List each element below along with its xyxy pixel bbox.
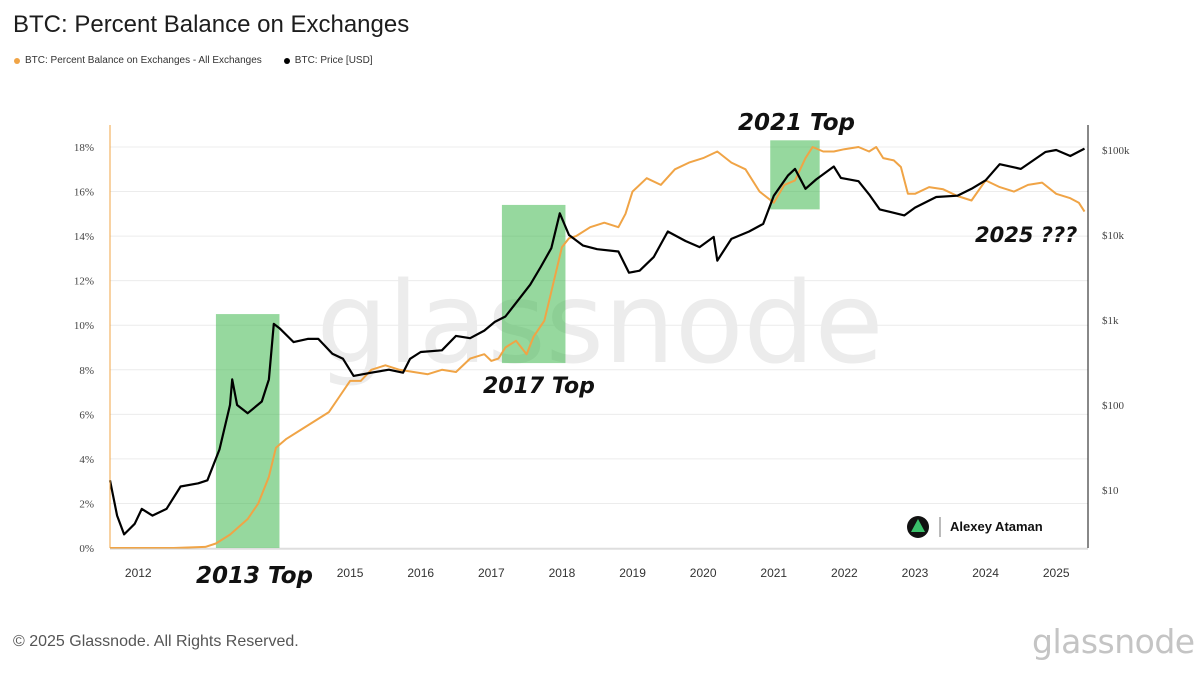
author-name: Alexey Ataman	[950, 519, 1043, 534]
series-line-exchange-balance	[110, 146, 1086, 549]
x-tick-label: 2021	[760, 566, 787, 580]
y-left-tick-label: 14%	[74, 231, 94, 243]
annotation-2013-top: 2013 Top	[196, 563, 313, 589]
y-right-tick-label: $1k	[1102, 315, 1119, 327]
y-left-tick-label: 12%	[74, 276, 94, 288]
chart-title: BTC: Percent Balance on Exchanges	[13, 11, 410, 38]
y-right-tick-label: $10k	[1102, 230, 1125, 242]
x-tick-label: 2015	[337, 566, 364, 580]
y-right-tick-label: $100k	[1102, 145, 1130, 157]
y-left-tick-label: 0%	[79, 543, 94, 555]
y-right-tick-label: $10	[1102, 485, 1119, 497]
legend-item-exchange-balance[interactable]: BTC: Percent Balance on Exchanges - All …	[14, 55, 262, 66]
x-tick-label: 2012	[125, 566, 152, 580]
x-tick-label: 2023	[902, 566, 929, 580]
x-tick-label: 2019	[619, 566, 646, 580]
x-tick-label: 2024	[972, 566, 999, 580]
y-left-tick-label: 6%	[79, 409, 94, 421]
series-line-btc-price	[108, 147, 1086, 536]
legend-marker-exchange-balance	[14, 57, 20, 64]
series-lines	[108, 146, 1086, 549]
annotation-2025: 2025 ???	[975, 223, 1077, 247]
x-tick-label: 2017	[478, 566, 505, 580]
legend-item-price[interactable]: BTC: Price [USD]	[283, 55, 373, 66]
y-left-tick-label: 18%	[74, 142, 94, 154]
y-left-tick-label: 8%	[79, 365, 94, 377]
x-tick-label: 2018	[549, 566, 576, 580]
highlight-regions	[215, 140, 820, 548]
x-tick-label: 2025	[1043, 566, 1070, 580]
y-left-tick-label: 4%	[79, 454, 94, 466]
y-axis-left: 0% 2% 4% 6% 8% 10% 12% 14% 16% 18%	[74, 142, 94, 555]
y-axis-right: $10 $100 $1k $10k $100k	[1102, 145, 1130, 497]
x-axis: 2012 2015 2016 2017 2018 2019 2020 2021 2022 2023…	[125, 566, 1070, 580]
brand-logo-text: glassnode	[1032, 622, 1195, 661]
legend: BTC: Percent Balance on Exchanges - All …	[14, 55, 373, 66]
highlight-region-2021-top	[770, 140, 820, 210]
x-tick-label: 2020	[690, 566, 717, 580]
legend-label-price: BTC: Price [USD]	[294, 55, 373, 66]
y-left-tick-label: 10%	[74, 320, 94, 332]
y-right-tick-label: $100	[1102, 400, 1125, 412]
author-badge: Alexey Ataman	[907, 516, 1043, 538]
x-tick-label: 2016	[407, 566, 434, 580]
y-left-tick-label: 2%	[79, 498, 94, 510]
y-left-tick-label: 16%	[74, 187, 94, 199]
annotation-2021-top: 2021 Top	[738, 110, 855, 136]
legend-marker-price	[283, 57, 290, 64]
highlight-region-2013-top	[215, 314, 280, 548]
copyright-text: © 2025 Glassnode. All Rights Reserved.	[13, 633, 299, 650]
author-logo-mark	[911, 519, 925, 532]
x-tick-label: 2022	[831, 566, 858, 580]
annotation-2017-top: 2017 Top	[483, 374, 595, 399]
legend-label-exchange-balance: BTC: Percent Balance on Exchanges - All …	[25, 55, 262, 66]
